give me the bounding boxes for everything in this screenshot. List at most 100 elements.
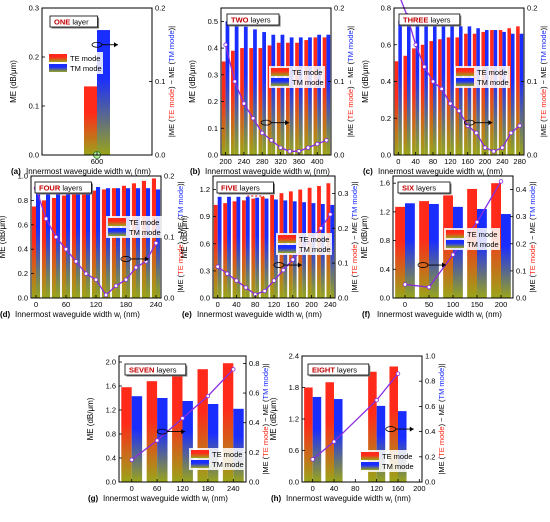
x-axis-label: Innermost waveguide width wi (nm) xyxy=(205,167,330,178)
x-tick-label: 200 xyxy=(413,484,426,493)
x-tick-label: 50 xyxy=(425,300,433,309)
y2-tick-label: 0.1 xyxy=(516,266,526,275)
bar-tm xyxy=(46,184,51,298)
y-tick-label: 0.6 xyxy=(200,239,210,248)
bar-te xyxy=(232,201,237,298)
y2-axis-label-part: TM mode xyxy=(176,186,185,218)
diff-point xyxy=(426,284,432,290)
y2-axis-label-part: )| xyxy=(261,363,270,367)
x-tick-label: 0 xyxy=(311,484,315,493)
x-tick-label: 200 xyxy=(495,300,508,309)
legend-swatch-tm xyxy=(108,228,126,236)
bar-tm xyxy=(415,22,420,156)
x-axis-label: Innermost waveguide width wi (nm) xyxy=(15,310,140,321)
diff-point xyxy=(395,371,401,376)
bar-tm xyxy=(86,186,91,298)
diff-point xyxy=(402,282,408,287)
pointer-arrowhead xyxy=(114,42,118,48)
bar-te xyxy=(295,42,299,155)
bar-tm xyxy=(459,26,463,155)
y2-axis-label: |ME (TE mode) − ME (TM mode)| xyxy=(346,26,355,137)
bar-tm xyxy=(245,196,250,298)
layer-tag-rest: layers xyxy=(335,365,357,374)
bar-te xyxy=(419,201,429,298)
panel-letter: (h) xyxy=(271,494,282,503)
legend-te: TE mode xyxy=(299,235,329,244)
legend-swatch-tm xyxy=(191,460,209,468)
bar-tm xyxy=(405,203,415,298)
legend-tm: TM mode xyxy=(467,240,499,249)
x-axis-label-unit: (nm) xyxy=(483,310,502,319)
x-axis-label: Innermost waveguide width wi (nm) xyxy=(377,310,502,321)
diff-point xyxy=(500,145,505,150)
diff-point xyxy=(215,264,220,269)
y-tick-label: 0.3 xyxy=(200,266,210,275)
layer-tag-count: ONE xyxy=(54,17,70,26)
y-axis-label: ME (dB/μm) xyxy=(269,397,278,440)
bar-tm xyxy=(298,37,303,155)
bar-tm xyxy=(519,33,524,155)
panel-h: 0.0 0.6 1.2 1.8 2.4 0.0 0.2 0.4 0.6 0.8 1.0 0 40 80 12… xyxy=(269,352,446,506)
diff-point xyxy=(271,278,277,283)
x-tick-label: 320 xyxy=(274,157,287,166)
y2-axis-label-part: TM mode xyxy=(261,368,270,400)
bar-te xyxy=(368,371,377,482)
bar-tm xyxy=(227,196,231,298)
x-tick-label: 60 xyxy=(153,484,161,493)
bar-tm xyxy=(511,33,515,155)
y2-axis-label-part: TE mode xyxy=(176,244,185,274)
bar-tm xyxy=(334,399,343,482)
x-tick-label: 80 xyxy=(429,157,437,166)
y-tick-label: 0.3 xyxy=(208,70,218,79)
bar-tm xyxy=(116,188,121,298)
bar-te xyxy=(507,28,511,155)
bar-te xyxy=(304,40,309,156)
pointer-arrowhead xyxy=(442,262,446,268)
bar-tm xyxy=(477,209,487,298)
y2-axis-label-part: )| xyxy=(350,181,359,185)
x-tick-label: 120 xyxy=(90,300,103,309)
panel-f: 0.0 0.4 0.8 1.2 1.6 0.0 0.1 0.2 0.3 0.4 0 50 100 150 2… xyxy=(360,175,537,321)
diff-point xyxy=(269,138,274,143)
y-tick-label: 0.0 xyxy=(289,478,299,487)
y2-axis-label-part: TE mode xyxy=(167,89,176,119)
legend-te-label: TE mode xyxy=(382,452,412,461)
y-tick-label: 0.1 xyxy=(29,102,39,111)
diff-point xyxy=(278,145,283,150)
x-axis-label-main: Innermost waveguide width w xyxy=(378,167,483,176)
x-tick-label: 180 xyxy=(202,484,215,493)
panel-letter: (a) xyxy=(11,167,21,176)
diff-point xyxy=(223,42,228,47)
x-tick-label: 80 xyxy=(351,484,359,493)
diff-point xyxy=(43,216,49,221)
diff-point xyxy=(318,226,324,231)
diff-point xyxy=(331,439,337,444)
y2-axis-label-part: TE mode xyxy=(539,89,548,119)
y2-tick-label: 0.4 xyxy=(425,427,435,436)
layer-tag: SEVEN layers xyxy=(129,365,177,374)
y2-tick-label: 0.8 xyxy=(249,359,259,368)
x-tick-label: 160 xyxy=(287,300,300,309)
layer-tag: FIVE layers xyxy=(221,183,260,192)
legend-tm: TM mode xyxy=(382,462,414,471)
y2-axis-label: |ME (TE mode) − ME (TM mode)| xyxy=(539,26,548,137)
y-axis-label: ME (dB/μm) xyxy=(86,397,95,440)
diff-point xyxy=(305,145,311,150)
x-tick-label: 0 xyxy=(403,300,407,309)
pointer-arrowhead xyxy=(488,120,493,126)
bar-te xyxy=(151,178,156,298)
y2-tick-label: 0.2 xyxy=(249,448,259,457)
tag-box xyxy=(226,13,280,26)
bar-te xyxy=(285,42,290,155)
panel-letter: (g) xyxy=(88,494,99,503)
x-tick-label: 40 xyxy=(232,300,240,309)
panel-letter: (d) xyxy=(0,310,11,319)
bar-tm xyxy=(476,28,480,155)
legend-swatch-tm xyxy=(361,462,379,470)
legend-tm-label: TM mode xyxy=(129,228,161,237)
legend-te-label: TE mode xyxy=(477,68,507,77)
y2-tick-label: 0.8 xyxy=(425,377,435,386)
y-tick-label: 0.0 xyxy=(18,294,28,303)
bar-te xyxy=(258,48,263,155)
y2-tick-label: 0.0 xyxy=(155,151,165,160)
